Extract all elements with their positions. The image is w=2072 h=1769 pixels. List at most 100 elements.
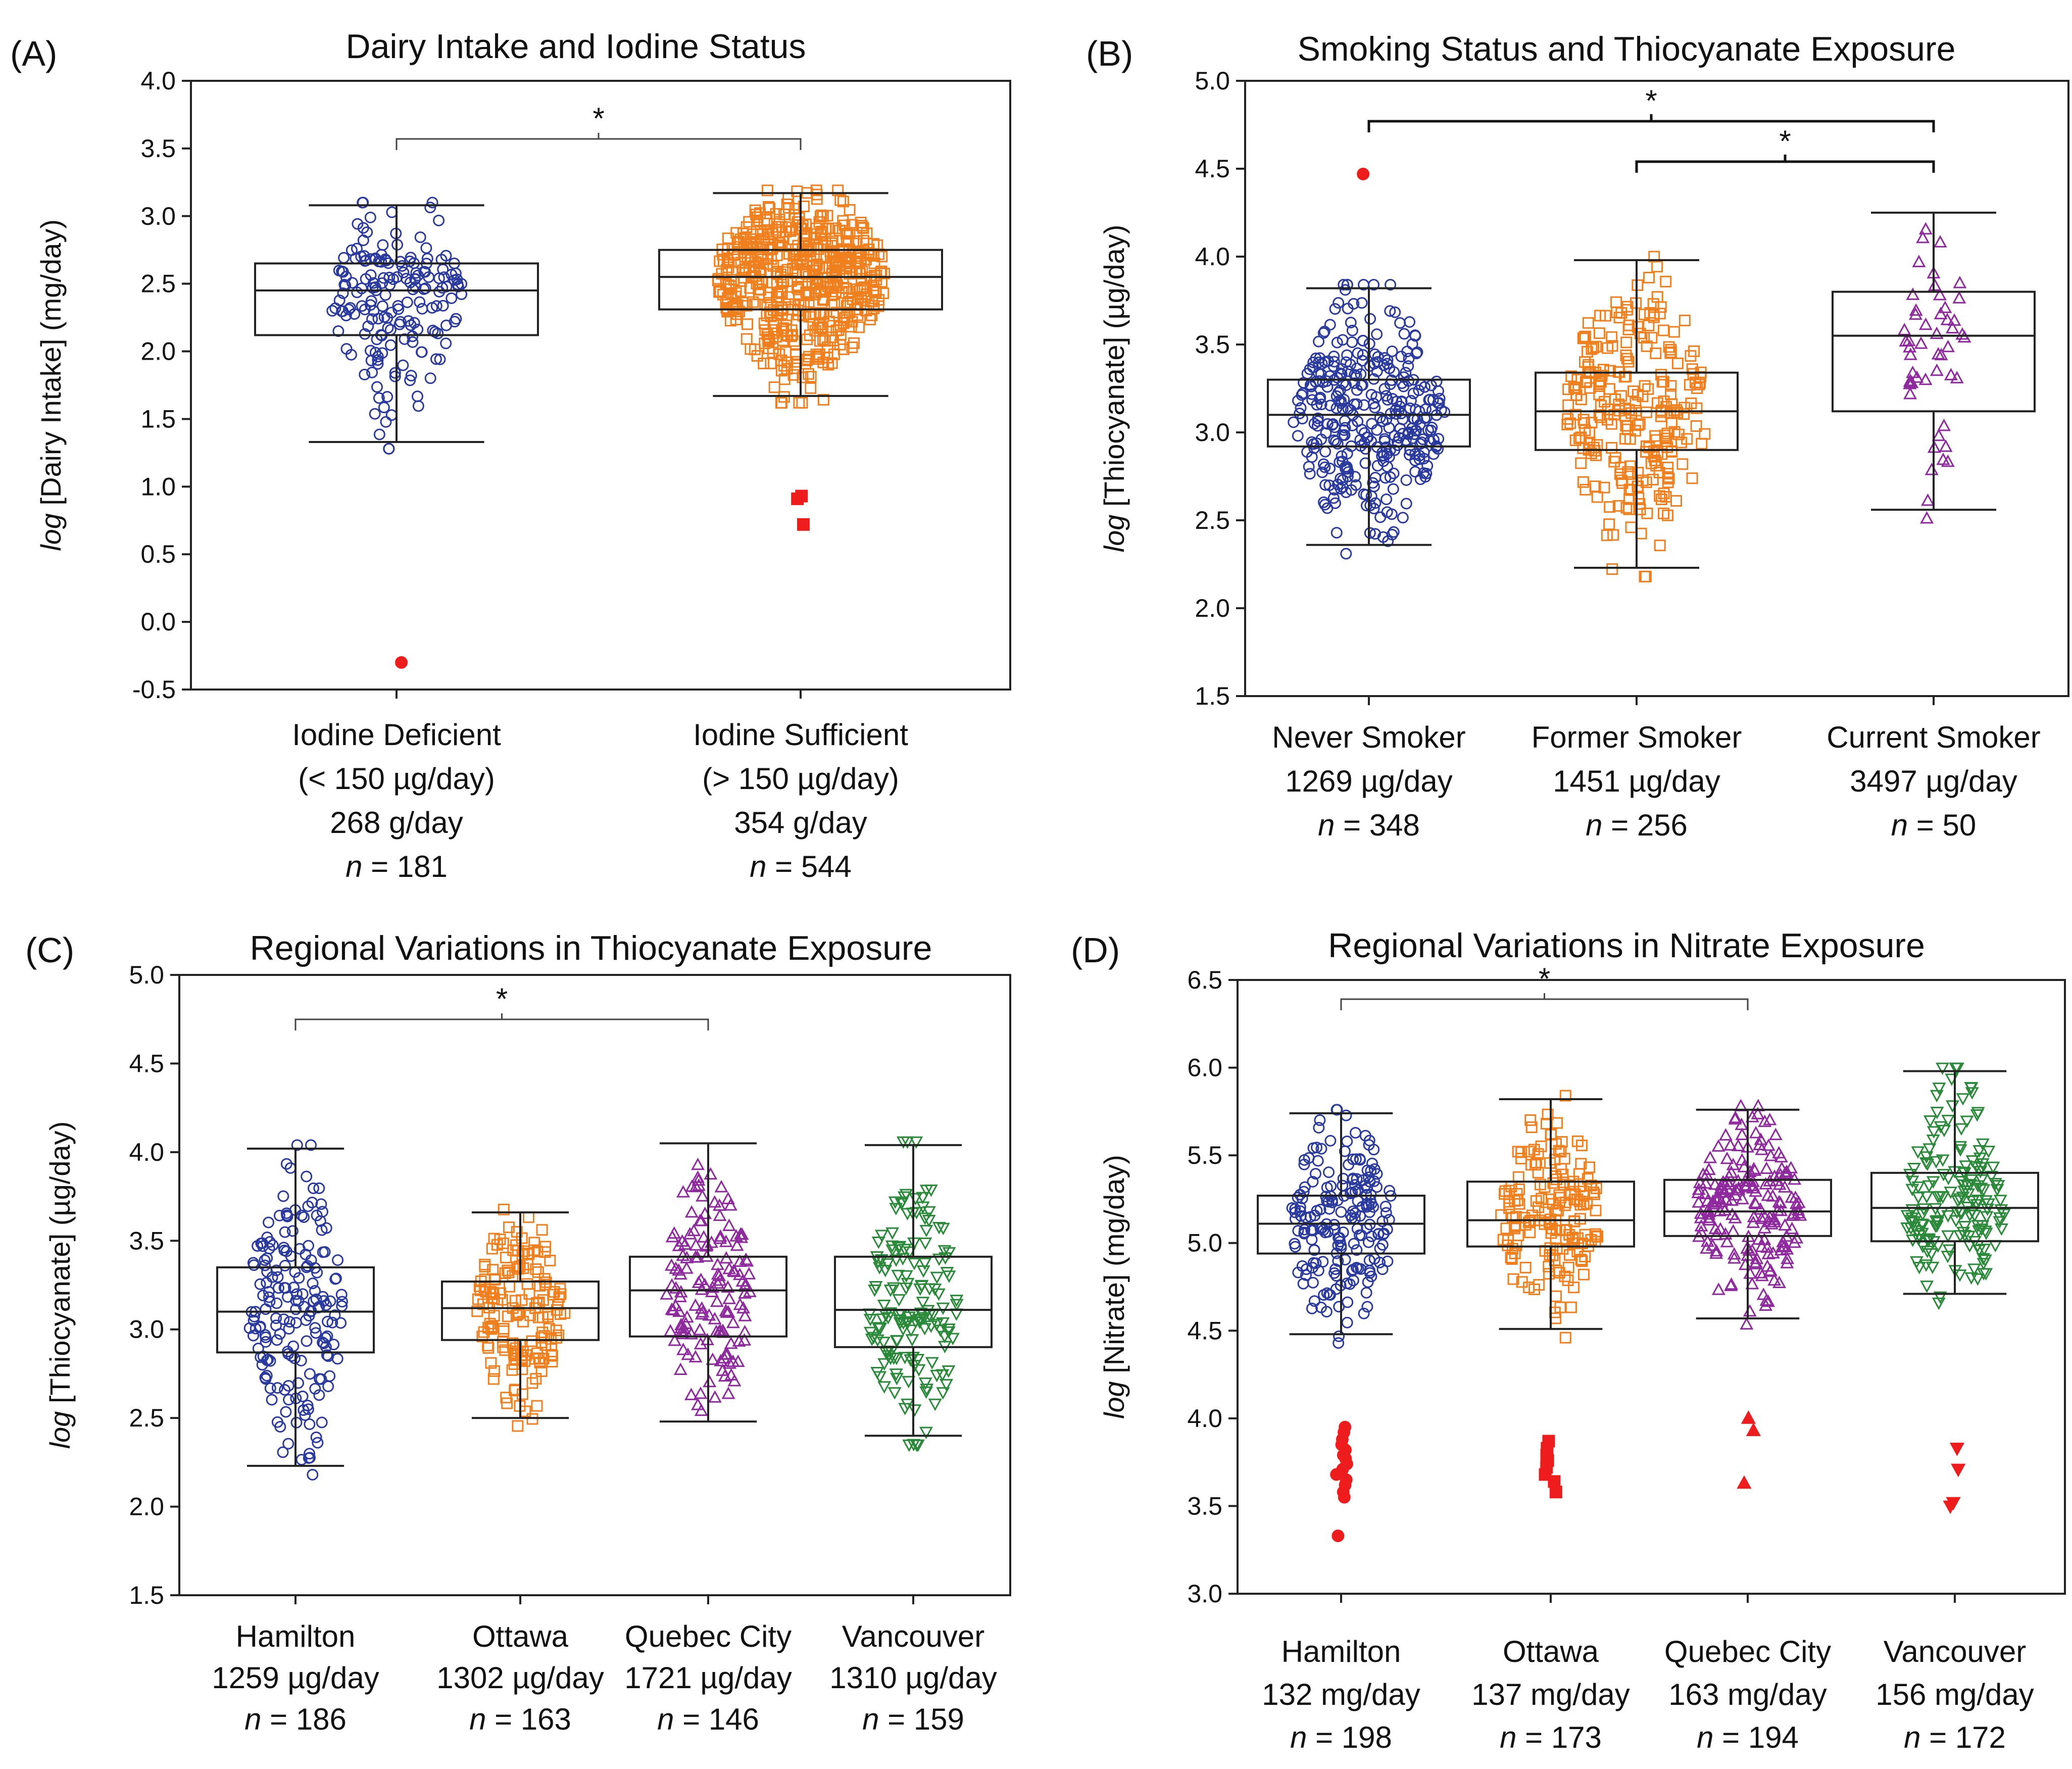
data-point [1625, 521, 1637, 533]
data-point [1694, 1211, 1708, 1223]
data-point [1620, 336, 1633, 349]
data-point [734, 1231, 749, 1243]
y-tick-label: 2.5 [140, 270, 176, 298]
data-point [1584, 1161, 1596, 1173]
data-point [412, 269, 424, 281]
data-point [380, 416, 392, 428]
data-point [711, 1257, 725, 1270]
data-point [1578, 331, 1590, 343]
data-point [1319, 446, 1331, 458]
data-point [872, 1262, 886, 1275]
data-point [1925, 462, 1939, 475]
data-point [1503, 1202, 1515, 1214]
data-point [1389, 306, 1401, 318]
data-point [1505, 1251, 1517, 1263]
data-point [733, 1227, 748, 1240]
outlier-point [795, 489, 808, 503]
data-point [1562, 383, 1574, 396]
data-point [818, 251, 830, 263]
data-point [1550, 1312, 1562, 1324]
data-point [720, 1305, 734, 1318]
data-point [411, 390, 423, 403]
data-point [878, 1265, 893, 1277]
data-point [1589, 1188, 1601, 1200]
panel-c-title: Regional Variations in Thiocyanate Expos… [250, 929, 932, 967]
data-point [1746, 1174, 1760, 1187]
data-point [1321, 502, 1334, 514]
group-1 [1466, 1090, 1635, 1499]
data-point [1651, 397, 1663, 409]
data-point [1647, 473, 1659, 485]
data-point [936, 1302, 950, 1315]
group-0 [254, 196, 539, 669]
data-point [290, 1303, 302, 1315]
data-point [881, 1312, 895, 1324]
data-point [1932, 428, 1946, 441]
data-point [932, 1253, 946, 1266]
data-point [1555, 1146, 1567, 1158]
data-point [1593, 380, 1605, 392]
data-point [543, 1322, 555, 1335]
data-point [730, 1238, 744, 1251]
data-point [885, 1240, 899, 1253]
data-point [1314, 391, 1326, 404]
data-point [1960, 1115, 1974, 1128]
data-point [498, 1325, 510, 1337]
y-tick-label: 4.0 [140, 67, 176, 95]
data-point [300, 1314, 312, 1326]
data-point [1347, 1153, 1359, 1165]
data-point [929, 1318, 944, 1332]
data-point [364, 212, 376, 224]
data-point [310, 1327, 322, 1339]
data-point [1911, 1146, 1925, 1159]
data-point [1351, 362, 1363, 374]
data-point [1624, 460, 1636, 472]
group-2 [1663, 1099, 1832, 1489]
data-point [1903, 376, 1917, 389]
data-point [302, 1200, 314, 1212]
data-point [726, 1315, 740, 1329]
data-point [307, 1182, 319, 1194]
data-point [1716, 1185, 1731, 1198]
data-point [1341, 1135, 1353, 1147]
data-point [1641, 507, 1653, 519]
data-point [1749, 1197, 1763, 1210]
category-label: 268 g/day [330, 806, 463, 840]
data-point [696, 1189, 710, 1202]
data-point [874, 1230, 889, 1243]
data-point [1958, 1220, 1972, 1234]
data-point [732, 1334, 746, 1347]
data-point [1570, 409, 1582, 421]
data-point [304, 1448, 316, 1460]
data-point [1289, 1241, 1301, 1253]
data-point [1306, 451, 1318, 463]
data-point [703, 1374, 717, 1388]
data-point [1577, 1268, 1590, 1281]
data-point [1692, 1182, 1706, 1195]
data-point [1638, 332, 1650, 344]
data-point [1388, 467, 1400, 479]
data-point [433, 272, 445, 284]
category-label: 1310 µg/day [829, 1661, 997, 1695]
data-point [950, 1295, 964, 1307]
category-label: Current Smoker [1827, 720, 2040, 754]
data-point [1641, 340, 1653, 352]
data-point [1378, 383, 1391, 395]
data-point [807, 318, 819, 330]
data-point [1380, 494, 1393, 506]
category-label: 354 g/day [734, 806, 867, 840]
significance-bracket [1340, 998, 1749, 1010]
data-point [1789, 1196, 1803, 1209]
data-point [1331, 438, 1344, 450]
data-point [808, 231, 820, 243]
data-point [488, 1233, 500, 1245]
data-point [896, 1253, 910, 1266]
data-point [815, 322, 827, 334]
data-point [393, 318, 406, 330]
n-value: = 146 [674, 1702, 759, 1736]
n-value: = 50 [1908, 808, 1976, 842]
data-point [313, 1373, 325, 1385]
data-point [315, 1198, 327, 1210]
data-point [755, 284, 767, 296]
data-point [1949, 1062, 1963, 1075]
